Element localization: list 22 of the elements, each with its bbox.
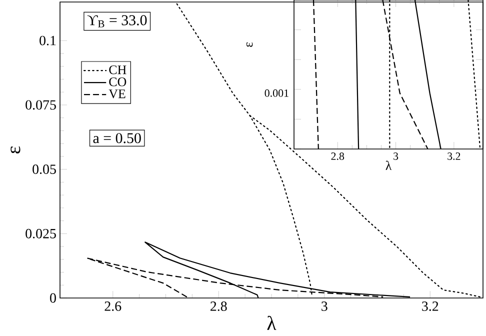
y-tick-label: 0.075 [26, 100, 56, 110]
x-axis-title: λ [267, 316, 276, 330]
y-axis-title: ε [10, 146, 20, 154]
y-tick-label: 0.1 [40, 36, 56, 46]
y-tick-label: 0 [50, 293, 56, 303]
x-tick-label: 3.2 [448, 152, 460, 160]
legend-label: CO [109, 78, 126, 86]
x-tick-label: 2.8 [331, 152, 344, 160]
y-tick-label: 0.025 [26, 228, 56, 238]
annotation: 0.001 [264, 89, 288, 97]
x-tick-label: 3.2 [422, 302, 438, 311]
annotation: a = 0.50 [93, 133, 141, 144]
x-tick-label: 3 [394, 152, 398, 160]
x-tick-label: 2.8 [210, 302, 227, 311]
x-axis-title: λ [386, 160, 392, 170]
annotation: ϒ$_{B}$ = 33.0 [87, 15, 147, 28]
y-tick-label: 0.05 [32, 164, 56, 174]
x-tick-label: 2.6 [104, 302, 122, 311]
legend-label: CH [109, 65, 126, 74]
legend-label: VE [108, 90, 126, 98]
x-tick-label: 3 [322, 302, 328, 311]
y-axis-title: ε [246, 42, 253, 47]
